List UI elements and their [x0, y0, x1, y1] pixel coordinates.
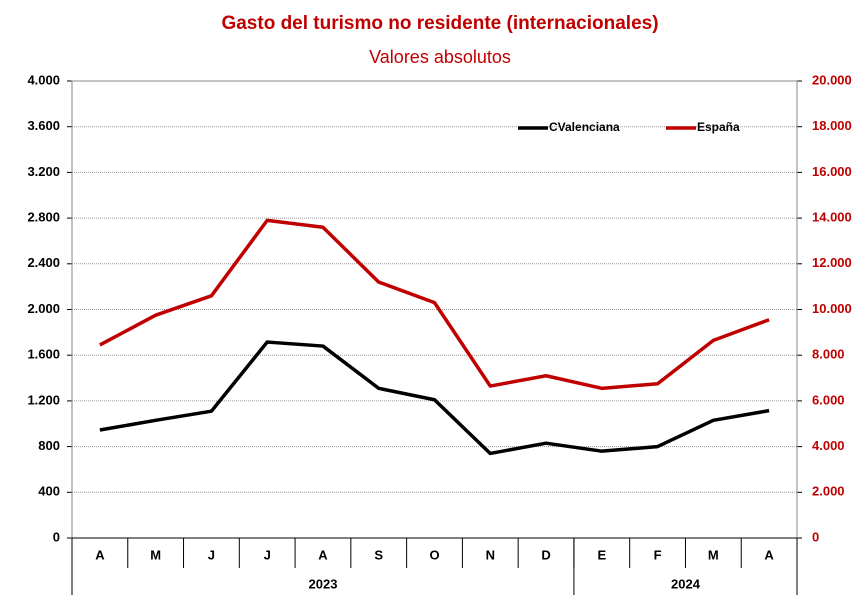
legend-label: España: [697, 120, 740, 134]
y-tick-label: 3.200: [27, 164, 60, 179]
x-tick-label: M: [708, 547, 719, 562]
y2-tick-label: 0: [812, 529, 819, 544]
y-tick-label: 400: [38, 484, 60, 499]
y2-tick-label: 18.000: [812, 118, 852, 133]
y2-tick-label: 6.000: [812, 392, 845, 407]
series-line: [99, 218, 770, 391]
y-tick-label: 1.600: [27, 347, 60, 362]
y2-tick-label: 20.000: [812, 72, 852, 87]
y-tick-label: 2.800: [27, 210, 60, 225]
y2-tick-label: 10.000: [812, 301, 852, 316]
x-tick-label: J: [208, 547, 215, 562]
series-line: [99, 340, 770, 456]
x-tick-label: S: [374, 547, 383, 562]
y-tick-label: 2.000: [27, 301, 60, 316]
y2-tick-label: 14.000: [812, 210, 852, 225]
x-tick-label: J: [264, 547, 271, 562]
x-tick-label: A: [318, 547, 328, 562]
x-group-label: 2023: [309, 576, 338, 591]
y-tick-label: 3.600: [27, 118, 60, 133]
y-tick-label: 0: [53, 529, 60, 544]
chart-title: Gasto del turismo no residente (internac…: [221, 13, 658, 34]
y-tick-label: 1.200: [27, 392, 60, 407]
x-tick-label: A: [764, 547, 774, 562]
y-tick-label: 2.400: [27, 255, 60, 270]
x-tick-label: M: [150, 547, 161, 562]
x-tick-label: F: [654, 547, 662, 562]
y2-tick-label: 16.000: [812, 164, 852, 179]
x-group-label: 2024: [671, 576, 701, 591]
y-tick-label: 4.000: [27, 72, 60, 87]
x-tick-label: O: [429, 547, 439, 562]
y2-tick-label: 12.000: [812, 255, 852, 270]
x-tick-label: N: [486, 547, 495, 562]
y2-tick-label: 8.000: [812, 347, 845, 362]
x-tick-label: A: [95, 547, 105, 562]
y2-tick-label: 4.000: [812, 438, 845, 453]
x-tick-label: E: [597, 547, 606, 562]
chart-subtitle: Valores absolutos: [369, 47, 511, 67]
legend-label: CValenciana: [549, 120, 620, 134]
x-tick-label: D: [541, 547, 550, 562]
y-tick-label: 800: [38, 438, 60, 453]
y2-tick-label: 2.000: [812, 484, 845, 499]
